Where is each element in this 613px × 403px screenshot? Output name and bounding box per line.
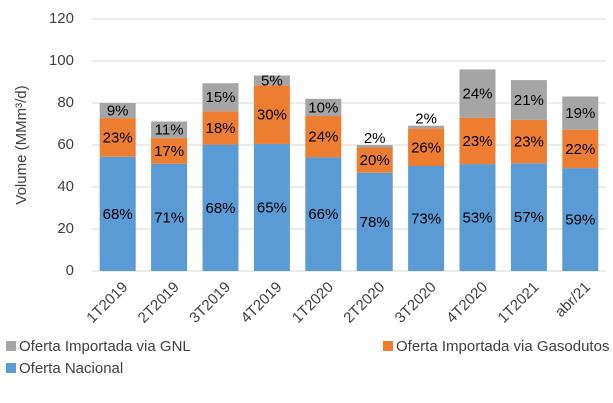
bar-segment [356,145,393,148]
legend-swatch [6,363,16,373]
bar-segment [253,143,290,271]
bar-segment [305,116,342,158]
bar-segment [562,129,599,169]
data-label: 53% [462,210,492,227]
bar-segment [459,164,496,271]
bar-segment [356,147,393,173]
legend-swatch [383,341,393,351]
bar-segment [408,125,445,129]
data-label: 66% [308,206,338,223]
data-label: 59% [565,212,595,229]
bar-segment [253,85,290,144]
x-tick-label: 4T2020 [443,279,491,327]
data-label: 17% [154,143,184,160]
data-label: 24% [308,129,338,146]
data-label: 26% [411,139,441,156]
y-tick-label: 20 [57,220,74,237]
y-tick-label: 100 [49,52,74,69]
data-label: 24% [462,86,492,103]
data-label: 11% [155,122,184,139]
x-tick-label: 4T2019 [238,279,286,327]
data-label: 71% [154,209,184,226]
data-label: 68% [205,200,235,217]
x-tick-label: 1T2020 [289,279,337,327]
data-label: 23% [462,133,492,150]
bar-segment [202,83,239,112]
x-tick-label: abr/21 [552,279,594,321]
bar-segment [151,121,188,139]
bar-segment [562,168,599,271]
y-tick-label: 80 [57,94,74,111]
data-label: 5% [261,72,283,89]
data-label: 10% [308,99,338,116]
x-tick-label: 1T2019 [83,279,131,327]
legend-label: Oferta Nacional [19,360,123,377]
data-label: 20% [360,152,390,169]
data-label: 23% [103,129,133,146]
bar-segment [459,69,496,118]
bar-segment [99,156,136,271]
bar-segment [408,166,445,271]
legend-swatch [6,341,16,351]
bar-segment [510,80,547,120]
bar-segment [305,98,342,117]
bar-segment [253,75,290,86]
y-tick-label: 60 [57,136,74,153]
legend-label: Oferta Importada via GNL [19,338,191,355]
data-label: 9% [107,103,129,120]
x-tick-label: 1T2021 [495,279,543,327]
data-label: 22% [565,141,595,158]
bar-segment [151,163,188,271]
bar-segment [562,96,599,130]
data-label: 57% [514,209,544,226]
bar-segment [202,144,239,271]
y-tick-label: 40 [57,178,74,195]
bar-segment [99,118,136,157]
data-label: 23% [514,134,544,151]
data-label: 18% [205,120,235,137]
data-label: 2% [415,111,437,128]
bar-segment [459,117,496,165]
x-tick-label: 3T2019 [186,279,234,327]
bar-segment [510,119,547,164]
x-tick-label: 2T2020 [340,279,388,327]
data-label: 15% [205,89,235,106]
data-label: 21% [514,92,544,109]
bar-segment [305,157,342,271]
bar-segment [202,111,239,145]
y-axis-label: Volume (MMm³/d) [13,85,30,204]
bar-segment [408,128,445,166]
data-label: 73% [411,210,441,227]
x-tick-label: 2T2019 [135,279,183,327]
legend-label: Oferta Importada via Gasodutos [396,338,609,355]
bar-segment [99,103,136,119]
x-tick-label: 3T2020 [392,279,440,327]
bar-segment [151,138,188,164]
data-label: 65% [257,199,287,216]
data-label: 19% [565,105,595,122]
bar-segment [356,172,393,271]
data-label: 2% [364,130,386,147]
data-label: 30% [257,107,287,124]
y-tick-label: 0 [66,262,74,279]
bar-segment [510,163,547,271]
data-label: 78% [360,214,390,231]
data-label: 68% [103,206,133,223]
y-tick-label: 120 [49,10,74,27]
